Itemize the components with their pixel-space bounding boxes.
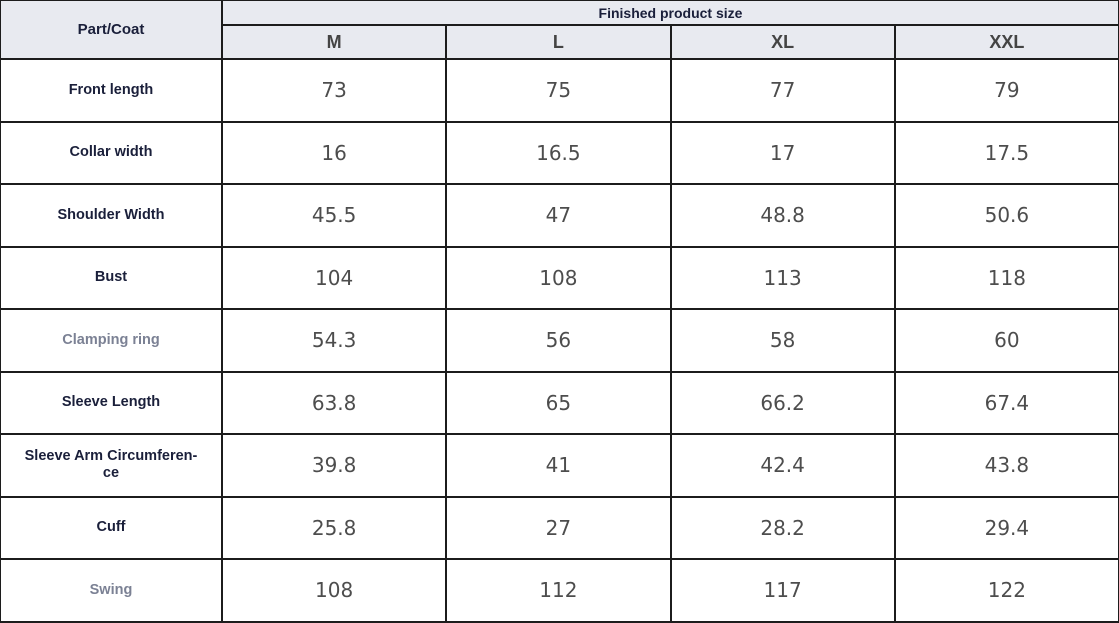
table-row: Sleeve Arm Circumferen-ce 39.8 41 42.4 43.8 bbox=[0, 433, 1119, 498]
size-header-xl: XL bbox=[669, 24, 896, 60]
table-row: Sleeve Length 63.8 65 66.2 67.4 bbox=[0, 370, 1119, 435]
size-value-cell: 47 bbox=[445, 183, 672, 248]
size-header-l: L bbox=[445, 24, 672, 60]
size-value-cell: 118 bbox=[893, 245, 1119, 310]
size-value-cell: 66.2 bbox=[669, 370, 896, 435]
size-value-cell: 117 bbox=[669, 558, 896, 623]
size-value-cell: 63.8 bbox=[220, 370, 448, 435]
corner-header: Part/Coat bbox=[0, 0, 223, 60]
row-label: Collar width bbox=[0, 120, 223, 185]
row-label: Sleeve Arm Circumferen-ce bbox=[0, 433, 223, 498]
size-value-cell: 43.8 bbox=[893, 433, 1119, 498]
group-header: Finished product size bbox=[221, 0, 1119, 26]
size-value-cell: 17.5 bbox=[893, 120, 1119, 185]
size-value-cell: 58 bbox=[669, 308, 896, 373]
size-value-cell: 39.8 bbox=[220, 433, 448, 498]
size-value-cell: 28.2 bbox=[669, 495, 896, 560]
size-value-cell: 16.5 bbox=[445, 120, 672, 185]
table-row: Shoulder Width 45.5 47 48.8 50.6 bbox=[0, 183, 1119, 248]
size-value-cell: 56 bbox=[445, 308, 672, 373]
row-label: Sleeve Length bbox=[0, 370, 223, 435]
table-row: Front length 73 75 77 79 bbox=[0, 58, 1119, 123]
size-value-cell: 108 bbox=[220, 558, 448, 623]
row-label: Cuff bbox=[0, 495, 223, 560]
size-value-cell: 27 bbox=[445, 495, 672, 560]
size-value-cell: 108 bbox=[445, 245, 672, 310]
size-value-cell: 104 bbox=[220, 245, 448, 310]
size-header-xxl: XXL bbox=[893, 24, 1119, 60]
row-label: Clamping ring bbox=[0, 308, 223, 373]
size-value-cell: 50.6 bbox=[893, 183, 1119, 248]
size-header-m: M bbox=[220, 24, 448, 60]
size-value-cell: 17 bbox=[669, 120, 896, 185]
size-value-cell: 67.4 bbox=[893, 370, 1119, 435]
size-value-cell: 75 bbox=[445, 58, 672, 123]
size-value-cell: 48.8 bbox=[669, 183, 896, 248]
row-label: Front length bbox=[0, 58, 223, 123]
size-value-cell: 45.5 bbox=[220, 183, 448, 248]
size-value-cell: 60 bbox=[893, 308, 1119, 373]
size-value-cell: 112 bbox=[445, 558, 672, 623]
size-value-cell: 25.8 bbox=[220, 495, 448, 560]
table-row: Collar width 16 16.5 17 17.5 bbox=[0, 120, 1119, 185]
size-value-cell: 122 bbox=[893, 558, 1119, 623]
size-value-cell: 77 bbox=[669, 58, 896, 123]
row-label: Bust bbox=[0, 245, 223, 310]
size-value-cell: 73 bbox=[220, 58, 448, 123]
table-row: Clamping ring 54.3 56 58 60 bbox=[0, 308, 1119, 373]
table-row: Swing 108 112 117 122 bbox=[0, 558, 1119, 623]
table-row: Cuff 25.8 27 28.2 29.4 bbox=[0, 495, 1119, 560]
size-value-cell: 54.3 bbox=[220, 308, 448, 373]
size-value-cell: 113 bbox=[669, 245, 896, 310]
size-value-cell: 65 bbox=[445, 370, 672, 435]
size-value-cell: 41 bbox=[445, 433, 672, 498]
size-value-cell: 79 bbox=[893, 58, 1119, 123]
row-label: Shoulder Width bbox=[0, 183, 223, 248]
size-value-cell: 42.4 bbox=[669, 433, 896, 498]
row-label: Swing bbox=[0, 558, 223, 623]
table-row: Bust 104 108 113 118 bbox=[0, 245, 1119, 310]
size-value-cell: 16 bbox=[220, 120, 448, 185]
size-value-cell: 29.4 bbox=[893, 495, 1119, 560]
